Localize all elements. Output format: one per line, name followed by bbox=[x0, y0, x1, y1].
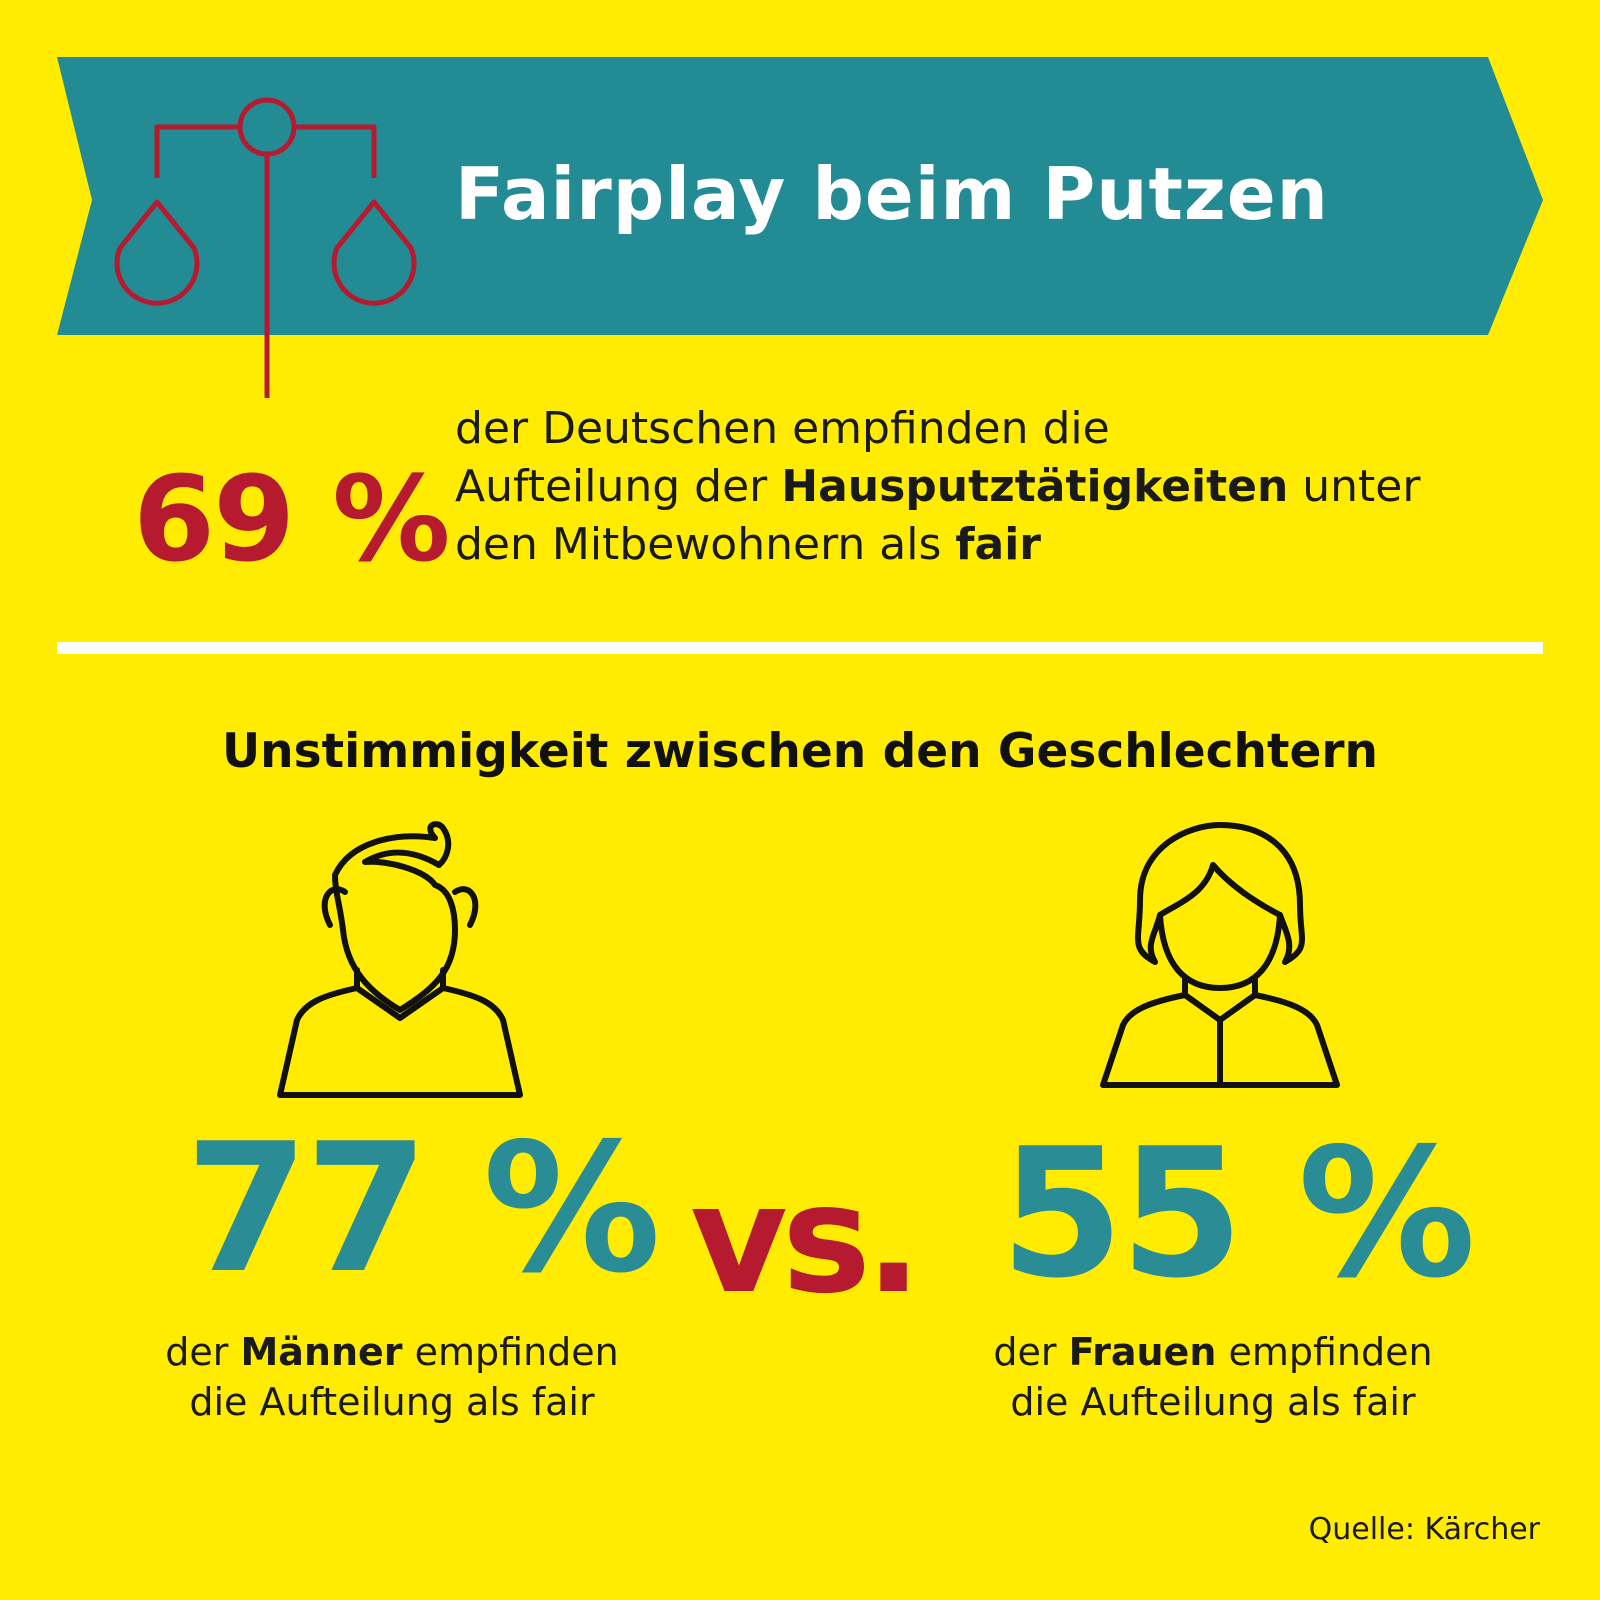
woman-icon bbox=[1100, 822, 1340, 1088]
overall-line-2-post: unter bbox=[1288, 461, 1421, 512]
page-title: Fairplay beim Putzen bbox=[455, 152, 1329, 236]
man-icon bbox=[277, 821, 523, 1098]
versus-label: vs. bbox=[690, 1153, 922, 1327]
men-caption-post: empfinden bbox=[402, 1330, 619, 1374]
overall-line-1: der Deutschen empfinden die bbox=[455, 403, 1110, 454]
title-banner bbox=[57, 57, 1543, 398]
men-caption-pre: der bbox=[165, 1330, 241, 1374]
women-caption: der Frauen empfinden die Aufteilung als … bbox=[983, 1327, 1443, 1427]
women-caption-pre: der bbox=[993, 1330, 1069, 1374]
women-percentage: 55 % bbox=[1000, 1110, 1476, 1317]
women-keyword: Frauen bbox=[1068, 1330, 1217, 1374]
overall-line-3-pre: den Mitbewohnern als bbox=[455, 519, 956, 570]
scale-icon bbox=[114, 97, 417, 398]
women-caption-line-2: die Aufteilung als fair bbox=[1010, 1380, 1416, 1424]
women-caption-line-1: der Frauen empfinden bbox=[983, 1327, 1443, 1377]
overall-line-2: Aufteilung der Hausputztätigkeiten unter bbox=[455, 458, 1555, 516]
overall-line-3: den Mitbewohnern als fair bbox=[455, 516, 1555, 574]
men-caption-line-1: der Männer empfinden bbox=[162, 1327, 622, 1377]
men-caption-line-2: die Aufteilung als fair bbox=[189, 1380, 595, 1424]
overall-percentage: 69 % bbox=[133, 450, 451, 588]
section-divider bbox=[57, 642, 1543, 654]
overall-line-2-pre: Aufteilung der bbox=[455, 461, 782, 512]
section-heading: Unstimmigkeit zwischen den Geschlechtern bbox=[222, 724, 1378, 779]
overall-description: der Deutschen empfinden die Aufteilung d… bbox=[455, 400, 1555, 574]
men-caption: der Männer empfinden die Aufteilung als … bbox=[162, 1327, 622, 1427]
source-credit: Quelle: Kärcher bbox=[1308, 1512, 1540, 1547]
men-keyword: Männer bbox=[240, 1330, 403, 1374]
overall-keyword-fair: fair bbox=[955, 519, 1041, 570]
women-caption-post: empfinden bbox=[1216, 1330, 1433, 1374]
overall-keyword-hausputz: Hausputztätigkeiten bbox=[781, 461, 1289, 512]
men-percentage: 77 % bbox=[185, 1105, 661, 1312]
